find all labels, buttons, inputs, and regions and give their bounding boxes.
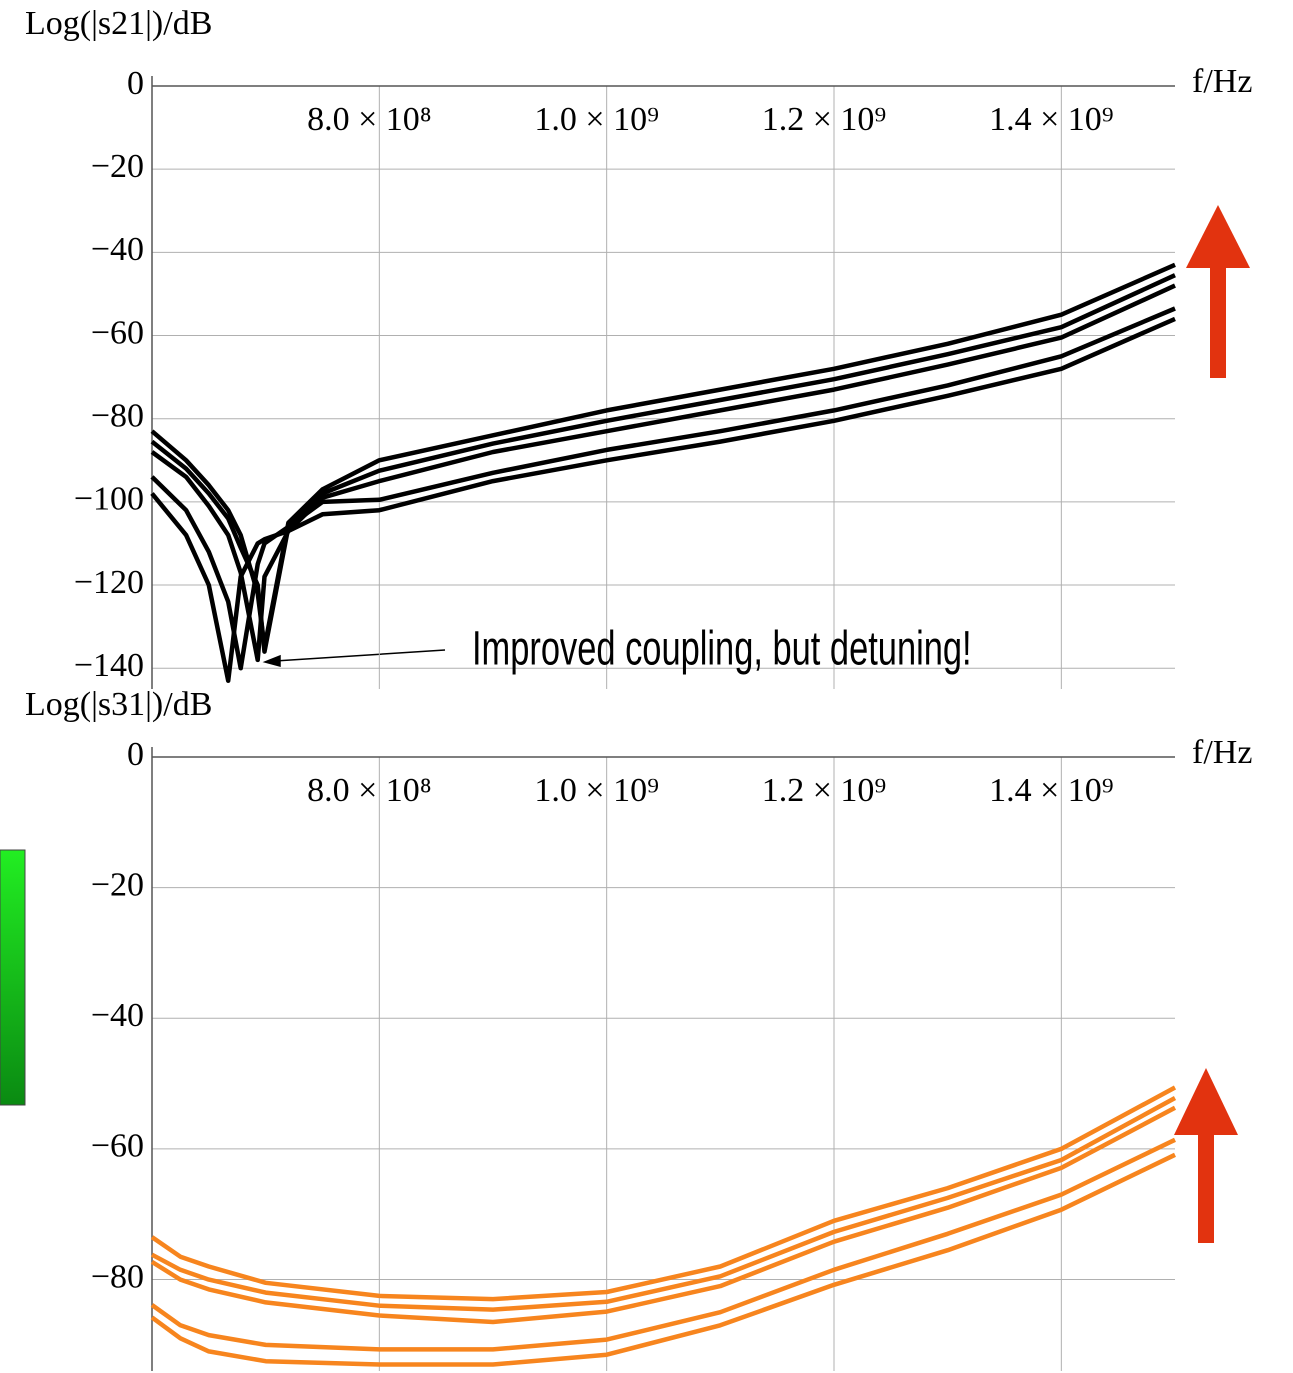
x-tick-label: 1.0 × 10⁹ [534, 772, 659, 809]
arrow-up [1186, 205, 1250, 378]
y-tick-label: −100 [74, 481, 144, 518]
x-tick-label: 1.0 × 10⁹ [534, 101, 659, 138]
y-tick-label: −80 [91, 1258, 144, 1295]
y-tick-label: −120 [74, 564, 144, 601]
y-tick-label: −60 [91, 1128, 144, 1165]
data-line [150, 1105, 1177, 1325]
x-axis-title: f/Hz [1192, 734, 1252, 771]
x-tick-label: 1.2 × 10⁹ [762, 772, 887, 809]
data-line [150, 306, 1176, 671]
y-tick-label: −40 [91, 997, 144, 1034]
y-tick-label: −140 [74, 647, 144, 684]
y-tick-label: −40 [91, 231, 144, 268]
x-tick-label: 1.2 × 10⁹ [762, 101, 887, 138]
y-tick-label: −20 [91, 148, 144, 185]
data-line [150, 1152, 1176, 1367]
data-line [150, 1085, 1177, 1302]
x-tick-label: 1.4 × 10⁹ [989, 101, 1114, 138]
x-tick-label: 8.0 × 10⁸ [307, 101, 432, 138]
background-fragment [0, 849, 26, 1106]
y-tick-label: 0 [127, 65, 144, 102]
y-tick-label: −20 [91, 866, 144, 903]
y-axis-title: Log(|s21|)/dB [25, 5, 212, 42]
x-tick-label: 1.4 × 10⁹ [989, 772, 1114, 809]
arrow-up [1174, 1068, 1238, 1243]
annotation-arrow [262, 649, 446, 667]
y-tick-label: −80 [91, 397, 144, 434]
y-tick-label: −60 [91, 314, 144, 351]
data-line [150, 262, 1176, 650]
data-line [150, 273, 1176, 654]
data-line [150, 283, 1176, 663]
x-tick-label: 8.0 × 10⁸ [307, 772, 432, 809]
data-line [150, 316, 1176, 683]
data-line [150, 1137, 1176, 1352]
x-axis-title: f/Hz [1192, 63, 1252, 100]
y-tick-label: 0 [127, 736, 144, 773]
y-axis-title: Log(|s31|)/dB [25, 686, 212, 723]
annotation: Improved coupling, but detuning! [472, 621, 972, 675]
data-line [150, 1096, 1177, 1312]
